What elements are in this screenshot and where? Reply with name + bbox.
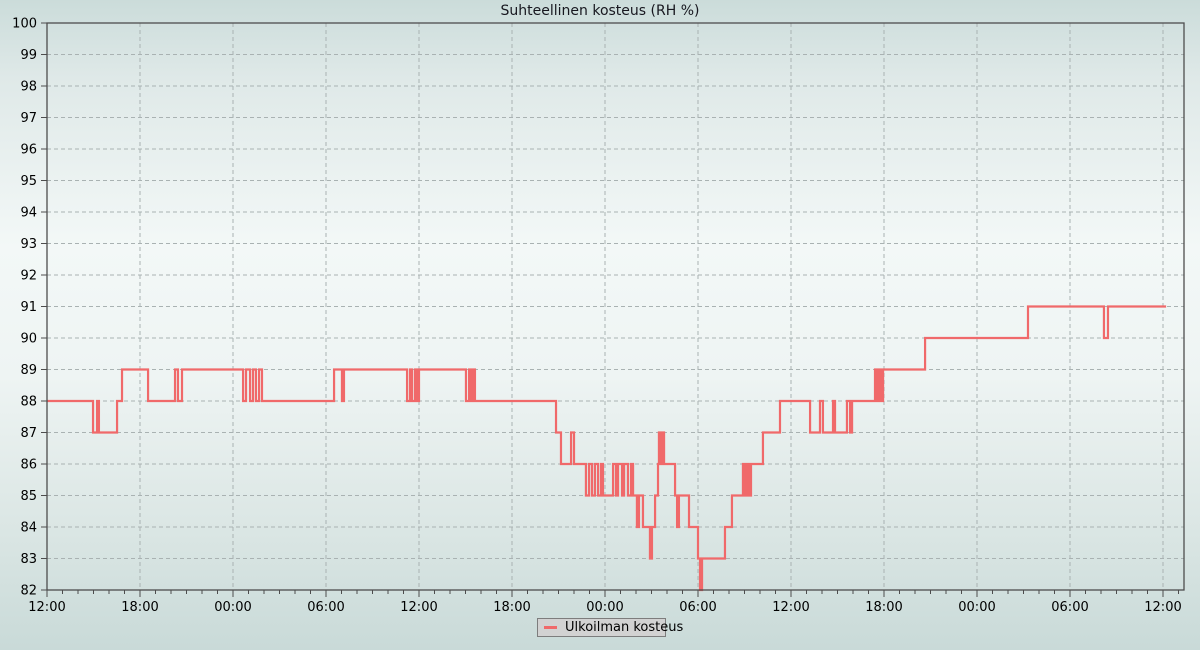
y-tick-label: 88 <box>20 395 37 410</box>
y-tick-label: 93 <box>20 237 37 252</box>
x-tick-label: 18:00 <box>121 600 158 615</box>
x-tick-label: 00:00 <box>214 600 251 615</box>
x-tick-label: 18:00 <box>865 600 902 615</box>
y-tick-label: 96 <box>20 143 37 158</box>
y-tick-label: 82 <box>20 584 37 599</box>
y-tick-label: 98 <box>20 80 37 95</box>
x-tick-label: 06:00 <box>307 600 344 615</box>
plot-frame <box>46 22 1185 591</box>
x-tick-label: 12:00 <box>772 600 809 615</box>
y-tick-label: 90 <box>20 332 37 347</box>
y-tick-label: 92 <box>20 269 37 284</box>
y-tick-label: 99 <box>20 48 37 63</box>
y-tick-label: 87 <box>20 426 37 441</box>
y-tick-label: 95 <box>20 174 37 189</box>
x-tick-label: 00:00 <box>958 600 995 615</box>
y-tick-label: 86 <box>20 458 37 473</box>
x-tick-label: 06:00 <box>679 600 716 615</box>
x-tick-label: 12:00 <box>1144 600 1181 615</box>
legend-line-marker-icon <box>544 626 557 629</box>
series-ulkoilman-kosteus <box>47 305 1167 592</box>
x-tick-label: 00:00 <box>586 600 623 615</box>
chart-title: Suhteellinen kosteus (RH %) <box>500 3 700 19</box>
legend-label: Ulkoilman kosteus <box>565 620 684 635</box>
y-tick-label: 83 <box>20 552 37 567</box>
x-tick-label: 06:00 <box>1051 600 1088 615</box>
legend: Ulkoilman kosteus <box>537 618 683 637</box>
y-tick-label: 85 <box>20 489 37 504</box>
x-tick-label: 12:00 <box>28 600 65 615</box>
y-tick-label: 91 <box>20 300 37 315</box>
y-tick-label: 84 <box>20 521 37 536</box>
y-tick-label: 89 <box>20 363 37 378</box>
y-tick-label: 97 <box>20 111 37 126</box>
y-tick-label: 94 <box>20 206 37 221</box>
x-tick-label: 12:00 <box>400 600 437 615</box>
x-tick-label: 18:00 <box>493 600 530 615</box>
y-tick-label: 100 <box>12 17 37 32</box>
